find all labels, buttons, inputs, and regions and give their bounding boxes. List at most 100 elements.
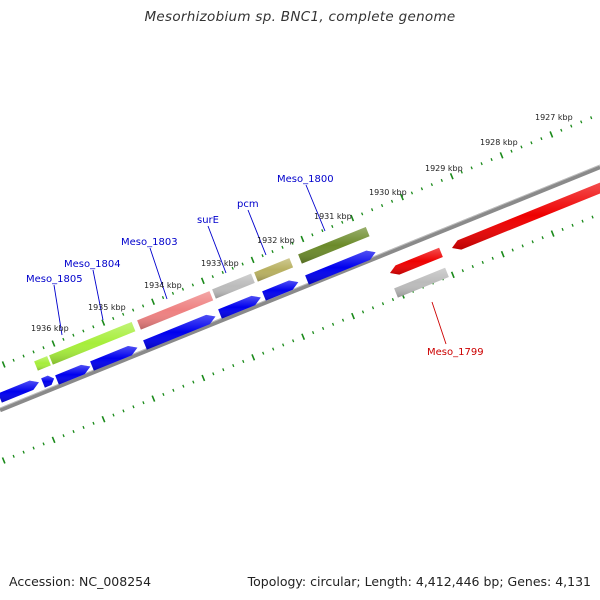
gene-label-meso-1800[interactable]: Meso_1800 (277, 174, 334, 185)
tick-label-1934: 1934 kbp (144, 281, 182, 290)
tick-mark (112, 316, 115, 320)
tick-mark (231, 266, 234, 270)
tick-mark (391, 298, 395, 302)
tick-mark (540, 137, 543, 141)
tick-mark (22, 354, 25, 358)
tick-mark (141, 304, 145, 308)
tick-mark (171, 291, 175, 295)
tick-mark (51, 340, 56, 347)
tick-mark (580, 120, 583, 124)
tick-mark (1, 361, 6, 368)
tick-mark (591, 215, 594, 219)
tick-mark (250, 256, 255, 264)
cog-bar-meso-1799[interactable] (394, 267, 449, 298)
tick-mark (12, 454, 15, 458)
cds-reverse-1[interactable] (390, 247, 443, 275)
tick-mark (530, 141, 533, 145)
tick-mark (222, 368, 225, 372)
gene-label-meso-1799[interactable]: Meso_1799 (427, 347, 484, 358)
tick-mark (311, 233, 314, 237)
tick-mark (380, 203, 384, 208)
accession-text: Accession: NC_008254 (9, 574, 152, 589)
leader-line (92, 269, 104, 321)
tick-mark (321, 326, 325, 330)
tick-mark (581, 219, 584, 223)
tick-mark (51, 436, 56, 444)
tick-mark (331, 224, 334, 228)
cog-bar-meso-1804[interactable] (49, 321, 136, 365)
tick-mark (261, 254, 264, 258)
tick-label-1931: 1931 kbp (314, 212, 352, 221)
tick-mark (361, 310, 365, 314)
cog-bar-meso-1800[interactable] (298, 226, 370, 264)
genome-backbone (0, 164, 600, 413)
tick-mark (590, 116, 593, 120)
tick-mark (410, 191, 414, 195)
tick-mark (201, 374, 206, 382)
tick-label-1933: 1933 kbp (201, 259, 239, 268)
tick-mark (292, 339, 295, 343)
tick-mark (500, 250, 505, 258)
tick-mark (151, 395, 156, 402)
tick-mark (200, 277, 205, 285)
cds-forward-4[interactable] (90, 345, 138, 371)
topology-text: Topology: circular; Length: 4,412,446 bp… (247, 574, 591, 589)
tick-mark (381, 302, 385, 306)
gene-label-pcm[interactable]: pcm (237, 199, 259, 210)
tick-mark (42, 346, 45, 350)
tick-mark (331, 322, 335, 326)
tick-mark (1, 457, 6, 464)
tick-mark (92, 325, 95, 329)
tick-mark (12, 358, 15, 362)
leader-line (53, 284, 63, 336)
feature-tracks (0, 181, 600, 403)
gene-label-meso-1804[interactable]: Meso_1804 (64, 259, 121, 270)
tick-label-1927: 1927 kbp (535, 113, 573, 122)
cog-bar-meso-1805[interactable] (34, 356, 51, 371)
tick-mark (241, 262, 244, 266)
tick-mark (481, 260, 484, 264)
gene-label-meso-1805[interactable]: Meso_1805 (26, 274, 83, 285)
leader-line (247, 209, 267, 256)
tick-mark (531, 240, 534, 244)
tick-mark (420, 187, 424, 191)
tick-mark (430, 183, 433, 187)
tick-mark (182, 384, 185, 388)
tick-mark (272, 347, 275, 351)
genome-backbone-highlight (0, 164, 600, 409)
tick-label-1936: 1936 kbp (31, 324, 69, 333)
cds-forward-2[interactable] (41, 375, 55, 388)
gene-label-meso-1803[interactable]: Meso_1803 (121, 237, 178, 248)
tick-mark (112, 413, 115, 417)
tick-mark (449, 172, 454, 180)
cog-bar-pcm[interactable] (254, 258, 294, 282)
cds-forward-3[interactable] (55, 364, 91, 385)
cds-forward-5[interactable] (143, 314, 216, 350)
cog-bar-meso-1803[interactable] (137, 291, 214, 330)
cds-reverse-2[interactable] (452, 181, 600, 250)
tick-mark (390, 199, 394, 203)
tick-mark (142, 401, 145, 405)
tick-mark (499, 152, 504, 159)
tick-label-1935: 1935 kbp (88, 303, 126, 312)
tick-mark (461, 269, 464, 273)
tick-mark (191, 283, 195, 287)
cds-forward-7[interactable] (262, 280, 299, 301)
label-leader-lines (53, 184, 447, 345)
tick-mark (341, 318, 345, 322)
tick-mark (162, 392, 165, 397)
cds-forward-8[interactable] (305, 250, 376, 285)
tick-mark (301, 333, 306, 340)
tick-mark (212, 372, 215, 376)
tick-mark (62, 434, 65, 438)
tick-mark (132, 405, 135, 409)
cds-forward-1[interactable] (0, 380, 39, 403)
gene-label-sure[interactable]: surE (197, 215, 219, 226)
cds-forward-6[interactable] (218, 295, 261, 319)
tick-mark (122, 409, 125, 413)
tick-mark (151, 298, 155, 305)
tick-mark (480, 162, 483, 166)
leader-line (207, 225, 227, 274)
tick-mark (62, 337, 65, 341)
cog-bar-sure[interactable] (212, 273, 255, 299)
